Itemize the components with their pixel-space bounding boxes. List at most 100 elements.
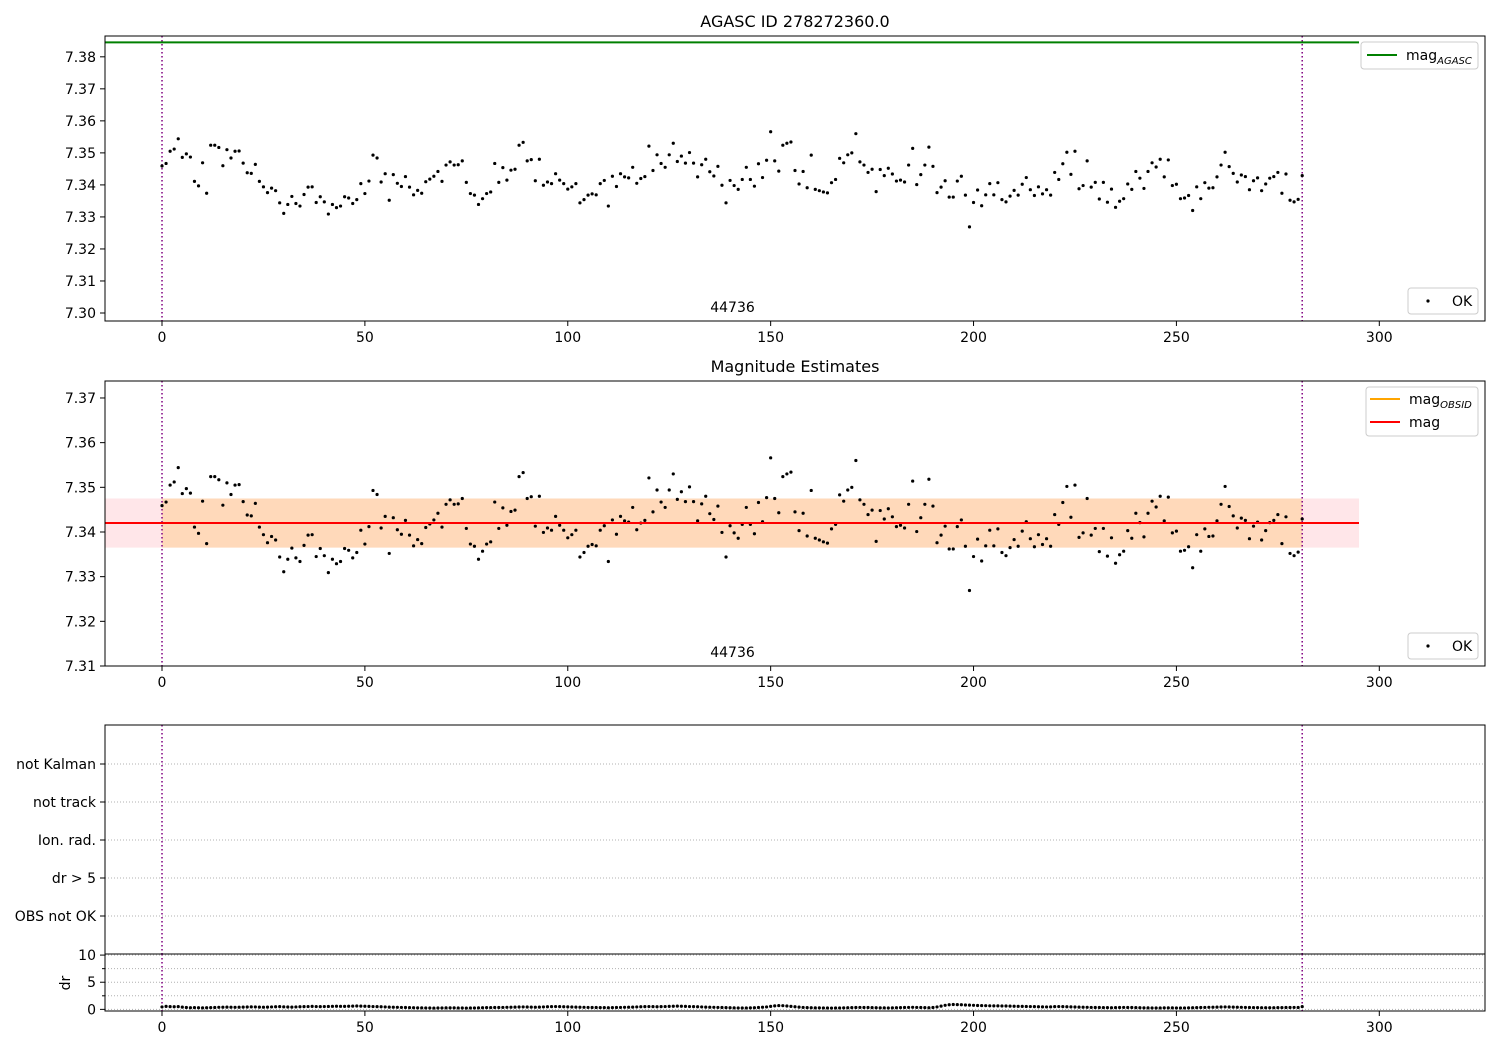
dr-point [1036, 1005, 1041, 1009]
mag-est-point [813, 536, 817, 540]
agasc-mag-point [1118, 199, 1122, 203]
mag-est-point [411, 544, 416, 548]
magnitude-estimates-title: Magnitude Estimates [711, 357, 880, 376]
mag-est-point [886, 507, 890, 511]
agasc-mag-point [777, 169, 781, 173]
mag-est-point [545, 526, 550, 530]
dr-point [602, 1006, 606, 1010]
mag-est-point [736, 536, 740, 540]
mag-est-point [578, 555, 582, 559]
dr-point [1235, 1005, 1239, 1009]
mag-est-point [988, 528, 992, 532]
mag-est-point [586, 544, 590, 548]
dr-point [176, 1005, 180, 1009]
dr-point [610, 1006, 615, 1010]
mag-est-point [558, 523, 562, 527]
dr-point [842, 1006, 846, 1010]
agasc-mag-point [1130, 187, 1134, 191]
dr-point [675, 1004, 679, 1008]
agasc-mag-point [274, 189, 278, 193]
legend-marker-ok [1426, 644, 1430, 648]
mag-est-point [874, 539, 878, 543]
agasc-mag-point [399, 184, 404, 189]
agasc-mag-point [939, 185, 943, 189]
flags-underlay [105, 763, 1485, 917]
agasc-mag-point [683, 161, 688, 165]
agasc-mag-point [1280, 191, 1284, 195]
agasc-mag-point [533, 179, 537, 183]
agasc-mag-point [1260, 189, 1264, 193]
agasc-mag-point [955, 179, 959, 183]
dr-point [1097, 1005, 1101, 1010]
dr-point [278, 1005, 282, 1009]
agasc-mag-point [1170, 183, 1174, 188]
agasc-mag-point [578, 201, 582, 205]
mag-est-point [1130, 536, 1134, 540]
dr-point [1199, 1005, 1203, 1010]
dr-xtick-label: 250 [1163, 1020, 1190, 1036]
agasc-mag-point [769, 130, 773, 134]
mag-est-point [696, 519, 700, 523]
mag-est-point [541, 530, 546, 535]
mag-est-point [1016, 544, 1020, 548]
agasc-mag-point [931, 164, 935, 168]
agasc-mag-point [1223, 150, 1227, 154]
agasc-mag-point [1069, 172, 1073, 176]
mag-est-point [367, 525, 371, 529]
mag-est-ytick-label: 7.32 [65, 614, 96, 630]
mag-est-point [943, 524, 947, 528]
agasc-mag-point [180, 155, 184, 159]
dr-point [424, 1006, 428, 1010]
agasc-mag-point [497, 180, 501, 184]
dr-point [980, 1003, 984, 1008]
agasc-mag-point [1122, 197, 1126, 201]
dr-point [1049, 1005, 1053, 1009]
dr-point [773, 1004, 777, 1008]
agasc-mag-point [375, 156, 379, 160]
dr-point [687, 1004, 692, 1009]
agasc-mag-point [1077, 187, 1081, 191]
agasc-mag-point [367, 179, 371, 183]
agasc-mag-point [984, 193, 988, 197]
agasc-mag-point [265, 190, 270, 195]
mag-est-point [395, 528, 399, 532]
mag-est-point [379, 526, 383, 530]
mag-est-point [286, 557, 290, 561]
agasc-mag-point [1024, 175, 1028, 180]
dr-point [712, 1005, 716, 1009]
mag-est-point [444, 502, 448, 506]
agasc-mag-point [1182, 196, 1187, 200]
mag-est-point [1170, 531, 1174, 535]
mag-est-point [1154, 505, 1158, 509]
dr-point [1122, 1005, 1126, 1010]
agasc-mag-point [1178, 197, 1183, 201]
dr-point [261, 1005, 266, 1009]
mag-est-point [237, 483, 241, 487]
dr-point [939, 1004, 943, 1008]
mag-est-point [984, 544, 988, 548]
mag-est-point [594, 544, 598, 548]
mag-est-point [890, 515, 894, 519]
dr-point [1020, 1004, 1024, 1008]
dr-point [351, 1004, 355, 1008]
dr-point [651, 1005, 655, 1009]
mag-est-xtick-label: 50 [356, 675, 374, 691]
agasc-mag-point [627, 176, 631, 180]
mag-est-point [838, 493, 842, 497]
dr-point [789, 1004, 793, 1008]
agasc-mag-point [1268, 176, 1272, 180]
mag-est-point [919, 516, 923, 520]
agasc-mag-point [318, 195, 322, 199]
dr-point [971, 1003, 976, 1007]
agasc-ytick-label: 7.31 [65, 274, 96, 290]
mag-est-point [631, 505, 635, 510]
dr-point [643, 1005, 647, 1009]
dr-ytick-label: 0 [87, 1002, 96, 1018]
mag-est-point [383, 514, 387, 518]
mag-est-obsid-label: 44736 [710, 645, 755, 661]
dr-point [172, 1005, 176, 1009]
agasc-mag-point [411, 193, 416, 197]
dr-point [330, 1004, 335, 1008]
mag-est-point [781, 474, 785, 479]
dr-point [1296, 1005, 1300, 1010]
